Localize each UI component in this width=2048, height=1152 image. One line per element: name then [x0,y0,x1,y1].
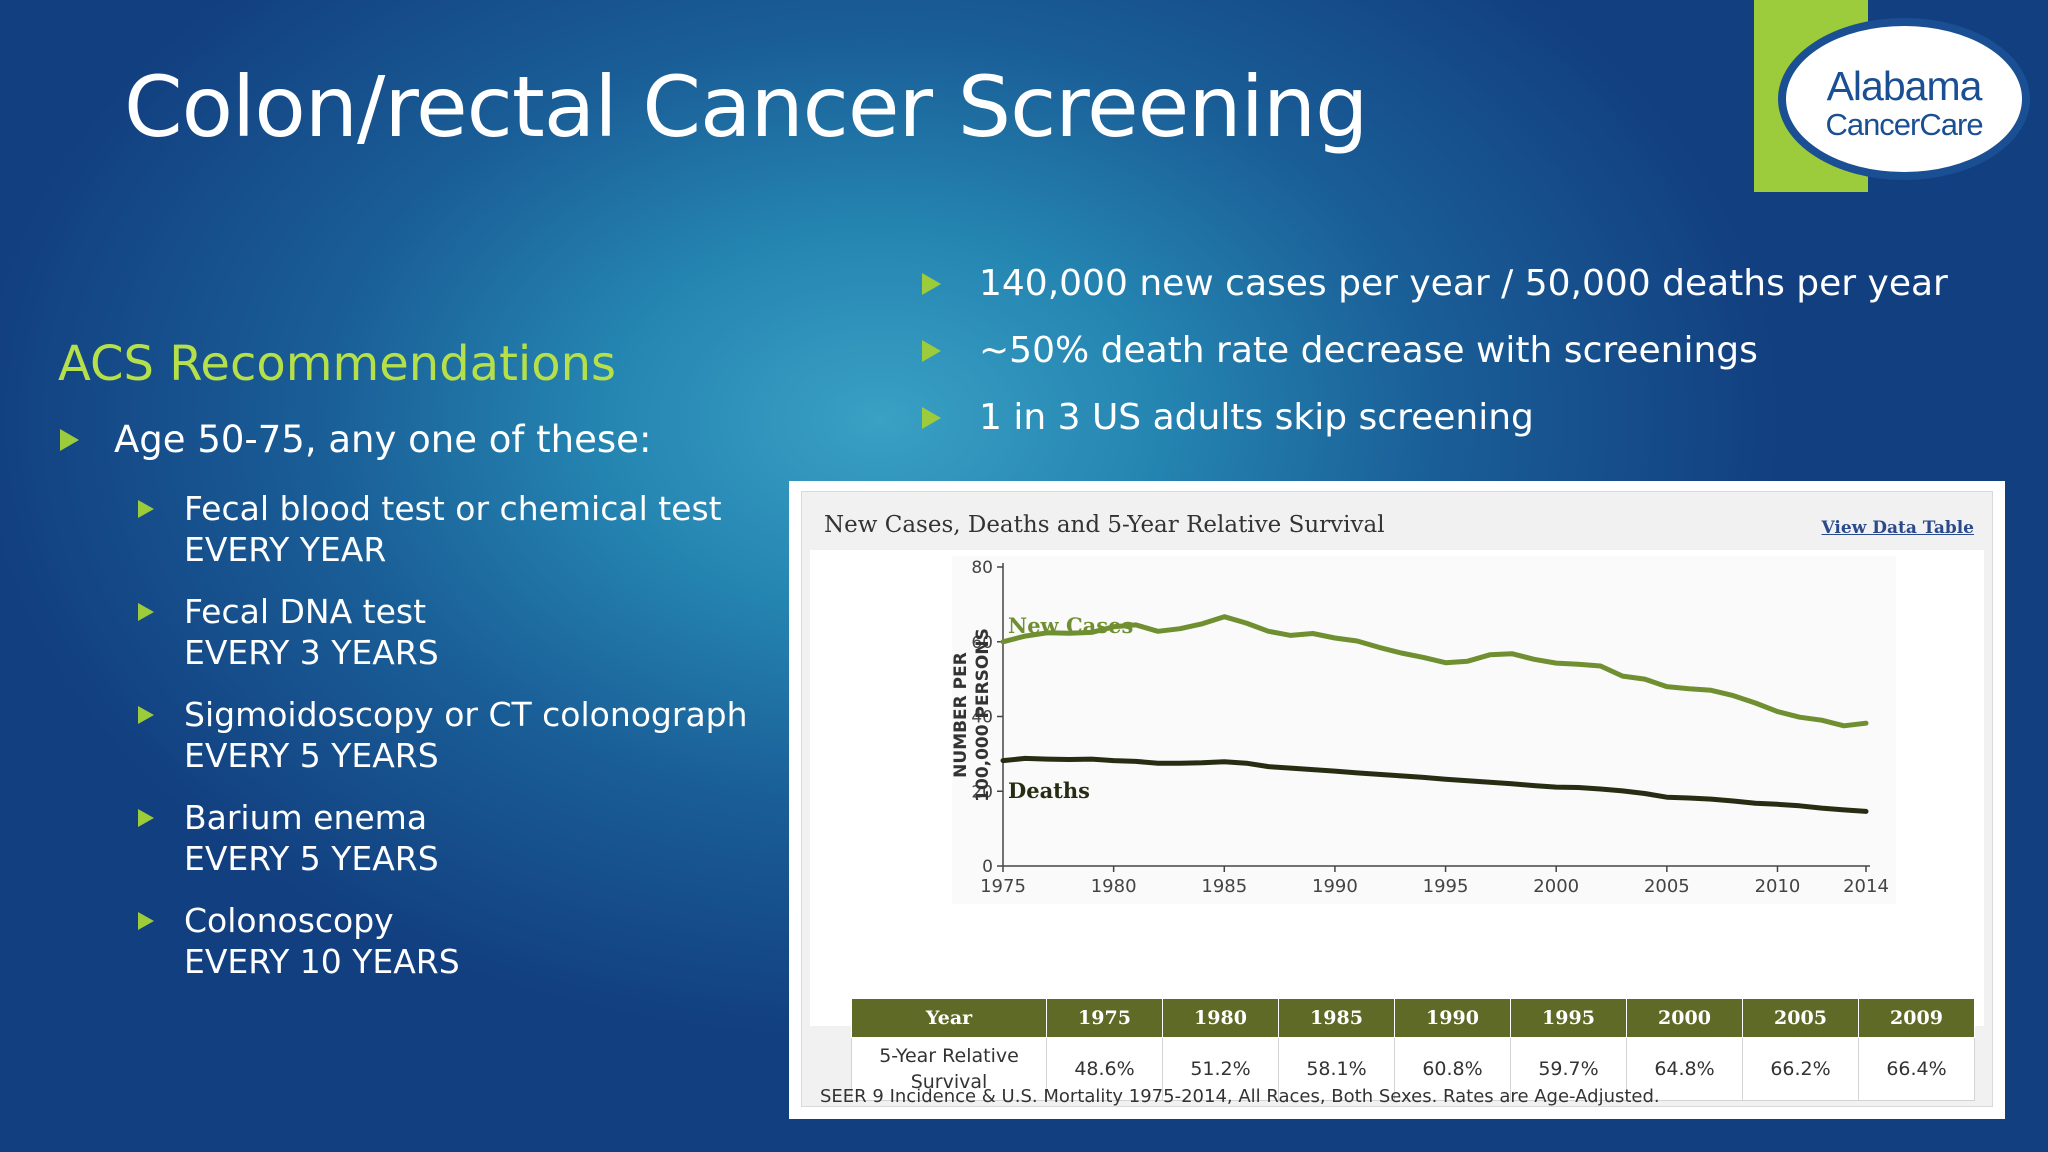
test-name: Colonoscopy [184,901,394,940]
stat-skip-screening: 1 in 3 US adults skip screening [922,397,1534,438]
x-tick-label: 1990 [1312,876,1358,897]
test-name: Barium enema [184,798,428,837]
table-header-year: 2000 [1626,998,1743,1038]
test-name: Fecal DNA test [184,592,427,631]
y-tick-label: 20 [971,782,993,802]
chart-area: 0 20 40 60 80 1975 1980 1985 1990 1995 2000 2005 201… [810,550,1984,1101]
survival-table-row: 5-Year Relative Survival 48.6% 51.2% 58.1%… [851,1037,1975,1101]
x-tick-label: 2014 [1843,876,1889,897]
chart-footnote: SEER 9 Incidence & U.S. Mortality 1975-2… [820,1086,1660,1107]
y-axis-label: NUMBER PER 100,000 PERSONS [951,628,993,802]
new-cases-line [1000,614,1869,729]
row-label-line2: Survival [910,1071,988,1093]
triangle-bullet-icon [922,339,941,362]
test-frequency: EVERY 5 YEARS [184,736,439,775]
x-tick-label: 2005 [1644,876,1690,897]
table-cell-survival: 66.2% [1742,1037,1859,1101]
stat-text: 1 in 3 US adults skip screening [979,397,1534,438]
age-bullet-text: Age 50-75, any one of these: [114,418,652,461]
row-label-line1: 5-Year Relative [879,1045,1019,1067]
test-frequency: EVERY 5 YEARS [184,839,439,878]
test-name: Sigmoidoscopy or CT colonograph [184,695,748,734]
chart-figure: New Cases, Deaths and 5-Year Relative Su… [789,481,2005,1119]
test-item-barium-enema: Barium enema EVERY 5 YEARS [138,797,439,879]
chart-panel: New Cases, Deaths and 5-Year Relative Su… [801,491,1993,1107]
table-cell-survival: 51.2% [1162,1037,1279,1101]
triangle-bullet-icon [138,603,154,621]
triangle-bullet-icon [138,706,154,724]
survival-table-header-row: Year 1975 1980 1985 1990 1995 2000 2005 2009 [851,998,1975,1038]
series-label-new-cases: New Cases [1008,613,1133,638]
table-header-year: 2009 [1858,998,1975,1038]
triangle-bullet-icon [138,912,154,930]
table-header-year: 1980 [1162,998,1279,1038]
chart-panel-title: New Cases, Deaths and 5-Year Relative Su… [824,512,1385,538]
x-tick-label: 2000 [1533,876,1579,897]
y-tick-label: 0 [982,857,993,877]
table-cell-survival: 60.8% [1394,1037,1511,1101]
logo-line2: CancerCare [1825,107,1983,142]
triangle-bullet-icon [922,406,941,429]
plot-background [952,556,1896,904]
stat-text: 140,000 new cases per year / 50,000 deat… [979,263,1948,304]
test-frequency: EVERY YEAR [184,530,387,569]
series-label-deaths: Deaths [1008,778,1090,803]
alabama-cancer-care-logo: Alabama CancerCare [1778,18,2030,180]
stat-death-rate-decrease: ~50% death rate decrease with screenings [922,330,1758,371]
table-header-year: 1975 [1046,998,1163,1038]
table-header-year: 1990 [1394,998,1511,1038]
table-cell-survival: 59.7% [1510,1037,1627,1101]
x-tick-label: 1995 [1423,876,1469,897]
y-tick-label: 40 [971,708,993,728]
triangle-bullet-icon [138,809,154,827]
stat-text: ~50% death rate decrease with screenings [979,330,1758,371]
triangle-bullet-icon [922,272,941,295]
test-frequency: EVERY 10 YEARS [184,942,460,981]
table-header-year: 2005 [1742,998,1859,1038]
y-tick-label: 60 [971,633,993,653]
view-data-table-link[interactable]: View Data Table [1821,518,1974,538]
triangle-bullet-icon [60,428,79,451]
table-cell-survival: 64.8% [1626,1037,1743,1101]
table-row-label: 5-Year Relative Survival [851,1037,1047,1101]
table-cell-survival: 66.4% [1858,1037,1975,1101]
acs-recommendations-heading: ACS Recommendations [58,336,617,392]
x-tick-label: 1985 [1201,876,1247,897]
x-tick-label: 1980 [1091,876,1137,897]
x-tick-label: 1975 [980,876,1026,897]
deaths-line [1000,755,1869,814]
table-header-year-label: Year [851,998,1047,1038]
line-chart: 0 20 40 60 80 1975 1980 1985 1990 1995 2000 2005 201… [951,556,1896,904]
triangle-bullet-icon [138,500,154,518]
test-frequency: EVERY 3 YEARS [184,633,439,672]
y-tick-label: 80 [971,558,993,578]
survival-table: Year 1975 1980 1985 1990 1995 2000 2005 2009 5-… [851,998,1975,1101]
test-item-colonoscopy: Colonoscopy EVERY 10 YEARS [138,900,460,982]
stat-cases-deaths: 140,000 new cases per year / 50,000 deat… [922,263,1948,304]
test-item-fecal-blood: Fecal blood test or chemical test EVERY … [138,488,722,570]
x-tick-label: 2010 [1755,876,1801,897]
table-cell-survival: 48.6% [1046,1037,1163,1101]
test-name: Fecal blood test or chemical test [184,489,722,528]
test-item-fecal-dna: Fecal DNA test EVERY 3 YEARS [138,591,439,673]
table-header-year: 1985 [1278,998,1395,1038]
logo-line1: Alabama [1826,63,1983,109]
test-item-sigmoidoscopy: Sigmoidoscopy or CT colonograph EVERY 5 … [138,694,748,776]
table-cell-survival: 58.1% [1278,1037,1395,1101]
table-header-year: 1995 [1510,998,1627,1038]
age-bullet: Age 50-75, any one of these: [60,418,651,461]
slide-title: Colon/rectal Cancer Screening [124,58,1368,156]
